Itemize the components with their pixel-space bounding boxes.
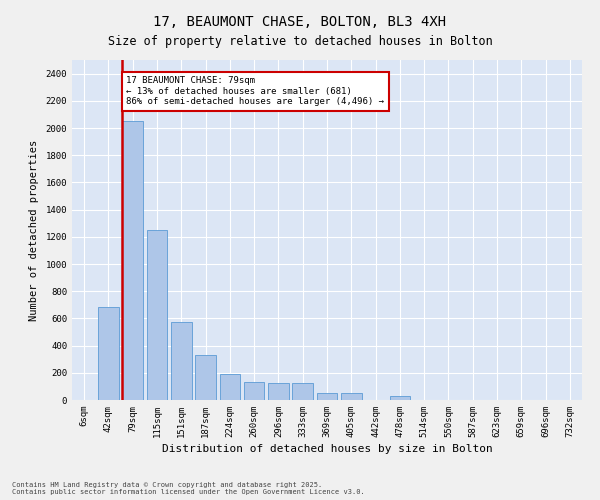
Bar [171, 322, 191, 400]
Bar [268, 383, 289, 400]
X-axis label: Distribution of detached houses by size in Bolton: Distribution of detached houses by size … [161, 444, 493, 454]
Bar [98, 308, 119, 400]
Bar [122, 121, 143, 400]
Text: 17 BEAUMONT CHASE: 79sqm
← 13% of detached houses are smaller (681)
86% of semi-: 17 BEAUMONT CHASE: 79sqm ← 13% of detach… [126, 76, 384, 106]
Text: 17, BEAUMONT CHASE, BOLTON, BL3 4XH: 17, BEAUMONT CHASE, BOLTON, BL3 4XH [154, 15, 446, 29]
Bar [341, 393, 362, 400]
Bar [195, 355, 216, 400]
Bar [244, 382, 265, 400]
Text: Contains HM Land Registry data © Crown copyright and database right 2025.
Contai: Contains HM Land Registry data © Crown c… [12, 482, 365, 495]
Y-axis label: Number of detached properties: Number of detached properties [29, 140, 38, 320]
Bar [146, 230, 167, 400]
Text: Size of property relative to detached houses in Bolton: Size of property relative to detached ho… [107, 35, 493, 48]
Bar [220, 374, 240, 400]
Bar [292, 383, 313, 400]
Bar [389, 396, 410, 400]
Bar [317, 393, 337, 400]
